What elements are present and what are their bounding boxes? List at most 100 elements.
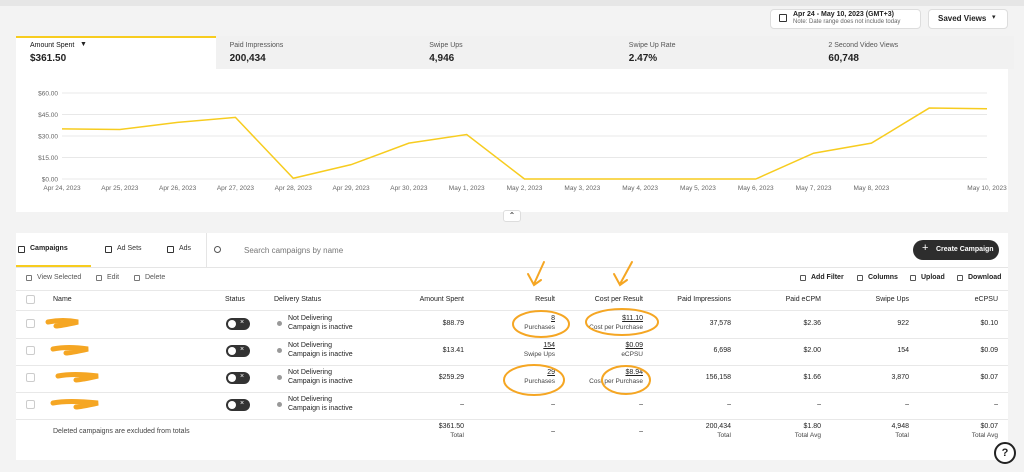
toolbar-action[interactable]: Download (968, 274, 1002, 281)
cell-value: $0.07 (980, 374, 998, 381)
cell-value: 3,870 (891, 374, 909, 381)
cell-value: $1.66 (803, 374, 821, 381)
metric-value: 200,434 (229, 53, 266, 64)
cell-sub: Total (895, 432, 909, 439)
toolbar-action[interactable]: Upload (921, 274, 945, 281)
tab-icon (167, 246, 174, 253)
checkbox[interactable] (26, 295, 35, 304)
cell-value: $361.50 (438, 423, 464, 430)
cell-sub: eCPSU (621, 351, 643, 358)
toolbar-action[interactable]: Add Filter (811, 274, 844, 281)
toggle-knob (228, 401, 236, 409)
cell-sub: Purchases (524, 324, 555, 331)
status-dot (277, 321, 282, 326)
delivery-detail: Campaign is inactive (288, 378, 353, 385)
toggle-knob (228, 347, 236, 355)
cell-value: 4,948 (891, 423, 909, 430)
metric-label: Paid Impressions (229, 42, 284, 49)
cell-sub: Cost per Purchase (589, 378, 643, 385)
column-header[interactable]: Name (53, 296, 72, 303)
checkbox[interactable] (26, 346, 35, 355)
row-divider (16, 392, 1008, 393)
column-header[interactable]: Delivery Status (274, 296, 322, 303)
toggle-x: × (240, 346, 245, 353)
column-header[interactable]: Result (535, 296, 555, 303)
cell-value: – (905, 401, 909, 408)
help-button[interactable]: ? (994, 442, 1016, 464)
checkbox[interactable] (26, 319, 35, 328)
cell-value: – (639, 401, 643, 408)
metric-label: 2 Second Video Views (828, 42, 899, 49)
checkbox[interactable] (26, 373, 35, 382)
tab[interactable]: Campaigns (30, 245, 68, 252)
metric-label: Swipe Ups (429, 42, 463, 49)
delivery-status: Not Delivering (288, 342, 332, 349)
metric-value: 60,748 (828, 53, 859, 64)
delivery-status: Not Delivering (288, 369, 332, 376)
search-input[interactable]: Search campaigns by name (244, 246, 344, 255)
cell-sub: Total Avg (794, 432, 821, 439)
top-strip (0, 0, 1024, 6)
collapse-button[interactable]: ⌃ (503, 210, 521, 222)
delivery-detail: Campaign is inactive (288, 324, 353, 331)
column-header[interactable]: Paid eCPM (785, 296, 821, 303)
cell-value: $0.07 (980, 423, 998, 430)
cell-value: 154 (543, 342, 555, 349)
toggle-x: × (240, 319, 245, 326)
cell-value: 200,434 (705, 423, 731, 430)
column-header[interactable]: Swipe Ups (875, 296, 909, 303)
cell-sub: Purchases (524, 378, 555, 385)
create-campaign: Create Campaign (936, 246, 994, 253)
column-header[interactable]: eCPSU (974, 296, 998, 303)
cell-sub: Cost per Purchase (589, 324, 643, 331)
status-dot (277, 348, 282, 353)
tab-icon (18, 246, 25, 253)
date-note: Note: Date range does not include today (793, 19, 901, 25)
column-header[interactable]: Status (225, 296, 245, 303)
cell-value: $0.09 (980, 347, 998, 354)
metric-tab[interactable] (215, 36, 416, 69)
toggle-x: × (240, 373, 245, 380)
column-header[interactable]: Amount Spent (419, 296, 464, 303)
checkbox[interactable] (26, 400, 35, 409)
cell-value: 154 (897, 347, 909, 354)
metric-value: 2.47% (628, 53, 658, 64)
toolbar-action[interactable]: View Selected (37, 274, 82, 281)
cell-value: $13.41 (442, 347, 464, 354)
metric-tab[interactable] (614, 36, 815, 69)
row-divider (16, 419, 1008, 420)
toggle-x: × (240, 400, 245, 407)
saved-views-button[interactable] (928, 9, 1008, 29)
cell-value: $8.94 (625, 369, 643, 376)
toolbar-action[interactable]: Edit (107, 274, 120, 281)
cell-value: $259.29 (438, 374, 464, 381)
column-header[interactable]: Cost per Result (594, 296, 643, 303)
metric-tab[interactable] (814, 36, 1015, 69)
tab[interactable]: Ads (179, 245, 192, 252)
column-header[interactable]: Paid Impressions (677, 296, 731, 303)
toolbar-action[interactable]: Delete (145, 274, 166, 281)
toolbar-action[interactable]: Columns (868, 274, 898, 281)
cell-value: $88.79 (442, 320, 464, 327)
create-campaign-button[interactable] (913, 240, 999, 260)
metric-tab[interactable] (16, 36, 216, 69)
toolbar-icon (857, 275, 863, 281)
cell-value: – (639, 428, 643, 435)
saved-views-caret: ▾ (992, 14, 996, 21)
cell-value: $0.09 (625, 342, 643, 349)
tab[interactable]: Ad Sets (117, 245, 142, 252)
metric-label: Swipe Up Rate (628, 42, 676, 49)
cell-value: 37,578 (709, 320, 731, 327)
tab-divider (206, 233, 207, 267)
metric-caret: ▼ (80, 41, 87, 48)
metric-value: $361.50 (30, 53, 67, 64)
date-button[interactable] (770, 9, 921, 29)
search-icon (214, 246, 221, 253)
metric-label: Amount Spent (30, 42, 75, 49)
toolbar-icon (957, 275, 963, 281)
metric-tab[interactable] (415, 36, 616, 69)
tab-icon (105, 246, 112, 253)
cell-value: – (460, 401, 464, 408)
cell-value: $11.10 (622, 315, 643, 322)
toolbar-icon (26, 275, 32, 281)
